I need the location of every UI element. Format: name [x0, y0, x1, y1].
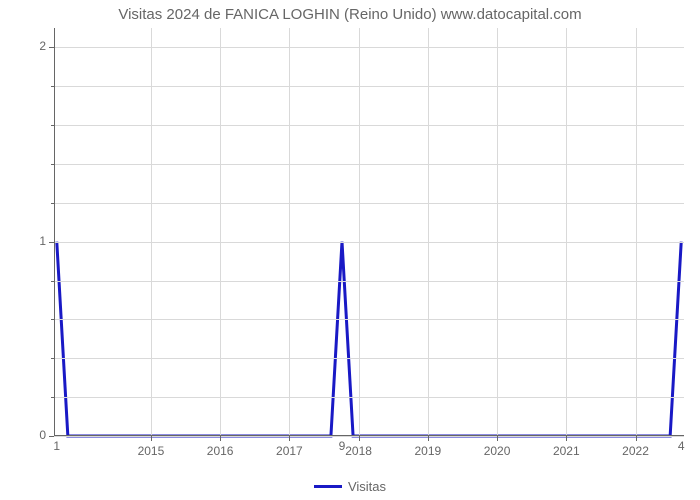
- x-grid-line: [636, 28, 637, 436]
- x-tick-label: 2022: [622, 444, 649, 458]
- y-minor-tick-mark: [51, 397, 54, 398]
- x-tick-label: 2016: [207, 444, 234, 458]
- y-tick-mark: [49, 242, 54, 243]
- x-tick-mark: [151, 436, 152, 441]
- y-grid-line: [54, 319, 684, 320]
- y-tick-label: 0: [16, 428, 46, 442]
- x-tick-mark: [566, 436, 567, 441]
- x-tick-mark: [636, 436, 637, 441]
- x-grid-line: [289, 28, 290, 436]
- y-grid-line: [54, 164, 684, 165]
- x-tick-label: 2021: [553, 444, 580, 458]
- y-tick-mark: [49, 47, 54, 48]
- x-tick-label: 2020: [484, 444, 511, 458]
- plot-area: [54, 28, 684, 436]
- x-grid-line: [428, 28, 429, 436]
- x-tick-mark: [289, 436, 290, 441]
- y-grid-line: [54, 242, 684, 243]
- y-grid-line: [54, 203, 684, 204]
- value-label: 9: [339, 439, 346, 453]
- y-minor-tick-mark: [51, 319, 54, 320]
- y-minor-tick-mark: [51, 125, 54, 126]
- line-layer: [54, 28, 684, 436]
- y-grid-line: [54, 47, 684, 48]
- y-grid-line: [54, 125, 684, 126]
- legend-label: Visitas: [348, 479, 386, 494]
- x-grid-line: [151, 28, 152, 436]
- x-tick-label: 2019: [414, 444, 441, 458]
- x-tick-mark: [497, 436, 498, 441]
- x-tick-mark: [428, 436, 429, 441]
- x-grid-line: [497, 28, 498, 436]
- y-minor-tick-mark: [51, 86, 54, 87]
- y-minor-tick-mark: [51, 203, 54, 204]
- y-grid-line: [54, 86, 684, 87]
- x-grid-line: [359, 28, 360, 436]
- y-minor-tick-mark: [51, 358, 54, 359]
- y-grid-line: [54, 397, 684, 398]
- chart-title: Visitas 2024 de FANICA LOGHIN (Reino Uni…: [0, 6, 700, 23]
- y-grid-line: [54, 358, 684, 359]
- y-grid-line: [54, 436, 684, 437]
- chart-container: Visitas 2024 de FANICA LOGHIN (Reino Uni…: [0, 0, 700, 500]
- legend: Visitas: [0, 478, 700, 494]
- y-axis-line: [54, 28, 55, 436]
- y-minor-tick-mark: [51, 164, 54, 165]
- x-axis-line: [54, 435, 684, 436]
- value-label: 1: [53, 439, 60, 453]
- legend-swatch: [314, 485, 342, 488]
- x-grid-line: [220, 28, 221, 436]
- y-tick-mark: [49, 436, 54, 437]
- y-minor-tick-mark: [51, 281, 54, 282]
- y-tick-label: 1: [16, 234, 46, 248]
- y-tick-label: 2: [16, 39, 46, 53]
- x-tick-label: 2015: [138, 444, 165, 458]
- y-grid-line: [54, 281, 684, 282]
- value-label: 4: [678, 439, 685, 453]
- x-tick-label: 2018: [345, 444, 372, 458]
- x-tick-mark: [220, 436, 221, 441]
- x-tick-label: 2017: [276, 444, 303, 458]
- x-tick-mark: [359, 436, 360, 441]
- x-grid-line: [566, 28, 567, 436]
